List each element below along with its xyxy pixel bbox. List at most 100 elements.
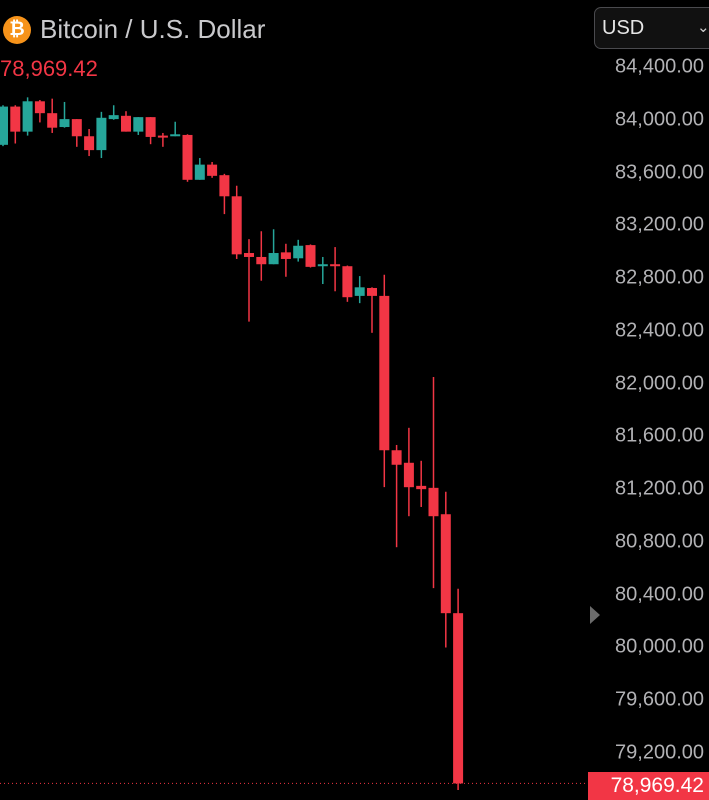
y-tick-label: 84,000.00 bbox=[615, 108, 704, 131]
candle-body bbox=[403, 462, 414, 488]
candle-body bbox=[293, 245, 304, 259]
currency-value: USD bbox=[602, 16, 645, 39]
candle[interactable] bbox=[47, 98, 58, 133]
candle-body bbox=[133, 117, 144, 132]
candle[interactable] bbox=[428, 377, 439, 589]
candle-body bbox=[194, 164, 205, 180]
candle[interactable] bbox=[219, 173, 230, 215]
candle-body bbox=[108, 115, 119, 120]
y-tick-label: 79,600.00 bbox=[615, 688, 704, 711]
candle[interactable] bbox=[121, 111, 131, 132]
y-tick-label: 83,200.00 bbox=[615, 213, 704, 236]
candle[interactable] bbox=[416, 460, 427, 507]
candle[interactable] bbox=[145, 117, 156, 145]
y-tick-label: 84,400.00 bbox=[615, 55, 704, 78]
candle-body bbox=[22, 101, 33, 132]
candle-body bbox=[59, 119, 70, 128]
candle-body bbox=[440, 514, 451, 614]
currency-select[interactable]: USD ⌄ bbox=[594, 7, 709, 49]
candle[interactable] bbox=[207, 161, 218, 178]
y-tick-label: 83,600.00 bbox=[615, 161, 704, 184]
header-last-price: 78,969.42 bbox=[0, 56, 98, 81]
candle[interactable] bbox=[34, 99, 45, 123]
candle[interactable] bbox=[10, 105, 21, 144]
candle-body bbox=[34, 101, 45, 114]
candle[interactable] bbox=[0, 105, 8, 147]
candle-body bbox=[268, 253, 279, 265]
candle-body bbox=[256, 256, 267, 265]
candle-body bbox=[416, 485, 427, 490]
y-tick-label: 82,800.00 bbox=[615, 266, 704, 289]
candle[interactable] bbox=[133, 117, 144, 135]
candle-body bbox=[231, 196, 242, 255]
candle[interactable] bbox=[268, 229, 279, 265]
chevron-down-icon: ⌄ bbox=[697, 19, 709, 36]
candle[interactable] bbox=[403, 427, 414, 517]
candle[interactable] bbox=[440, 491, 451, 648]
candle-body bbox=[84, 136, 95, 151]
y-tick-label: 81,200.00 bbox=[615, 477, 704, 500]
candle[interactable] bbox=[71, 119, 82, 147]
candle-body bbox=[145, 117, 156, 137]
candle-body bbox=[379, 295, 390, 451]
candle[interactable] bbox=[330, 247, 341, 292]
last-price-label: 78,969.42 bbox=[588, 772, 709, 800]
candle-body bbox=[391, 450, 402, 465]
y-tick-label: 81,600.00 bbox=[615, 424, 704, 447]
candle[interactable] bbox=[453, 588, 464, 790]
bitcoin-icon: ₿ bbox=[3, 15, 31, 44]
candle[interactable] bbox=[293, 239, 304, 262]
symbol-title: Bitcoin / U.S. Dollar bbox=[40, 14, 266, 44]
scroll-to-realtime-icon[interactable] bbox=[590, 606, 600, 624]
candle[interactable] bbox=[59, 101, 70, 128]
candle[interactable] bbox=[157, 132, 168, 147]
symbol-header[interactable]: ₿ Bitcoin / U.S. Dollar bbox=[3, 14, 265, 45]
candle-body bbox=[170, 134, 181, 137]
y-tick-label: 82,400.00 bbox=[615, 319, 704, 342]
candle[interactable] bbox=[194, 158, 205, 180]
candle-body bbox=[0, 106, 8, 145]
candle-body bbox=[157, 135, 168, 138]
candle-body bbox=[280, 252, 291, 259]
candle[interactable] bbox=[317, 256, 328, 285]
candle[interactable] bbox=[354, 276, 365, 304]
candle-body bbox=[10, 106, 21, 132]
candle[interactable] bbox=[342, 265, 353, 302]
candle-body bbox=[317, 264, 328, 267]
candle-body bbox=[71, 119, 82, 137]
candle[interactable] bbox=[379, 274, 390, 488]
candle[interactable] bbox=[96, 111, 107, 159]
candle-body bbox=[354, 287, 365, 296]
candle-body bbox=[182, 134, 193, 180]
candle-body bbox=[428, 487, 439, 517]
candle[interactable] bbox=[108, 105, 119, 120]
candle-body bbox=[219, 175, 230, 197]
candle[interactable] bbox=[170, 121, 181, 137]
candle[interactable] bbox=[256, 231, 267, 281]
candle-body bbox=[96, 117, 107, 151]
candle-body bbox=[453, 613, 464, 784]
candle[interactable] bbox=[391, 444, 402, 548]
y-tick-label: 79,200.00 bbox=[615, 741, 704, 764]
candle-body bbox=[342, 266, 353, 298]
y-tick-label: 80,400.00 bbox=[615, 583, 704, 606]
candle[interactable] bbox=[305, 244, 316, 268]
candle[interactable] bbox=[84, 129, 95, 157]
candle-body bbox=[330, 264, 341, 267]
candle-body bbox=[305, 245, 316, 267]
candle[interactable] bbox=[280, 243, 291, 277]
candle-body bbox=[244, 253, 254, 257]
candle-body bbox=[367, 287, 377, 296]
candle[interactable] bbox=[182, 134, 193, 182]
y-tick-label: 80,800.00 bbox=[615, 530, 704, 553]
candle-body bbox=[121, 115, 131, 132]
candle-body bbox=[207, 164, 218, 176]
candle[interactable] bbox=[22, 97, 33, 136]
candle[interactable] bbox=[367, 287, 377, 333]
y-tick-label: 80,000.00 bbox=[615, 635, 704, 658]
y-tick-label: 82,000.00 bbox=[615, 372, 704, 395]
candle[interactable] bbox=[231, 185, 242, 259]
candle[interactable] bbox=[244, 239, 254, 322]
candle-body bbox=[47, 113, 58, 128]
